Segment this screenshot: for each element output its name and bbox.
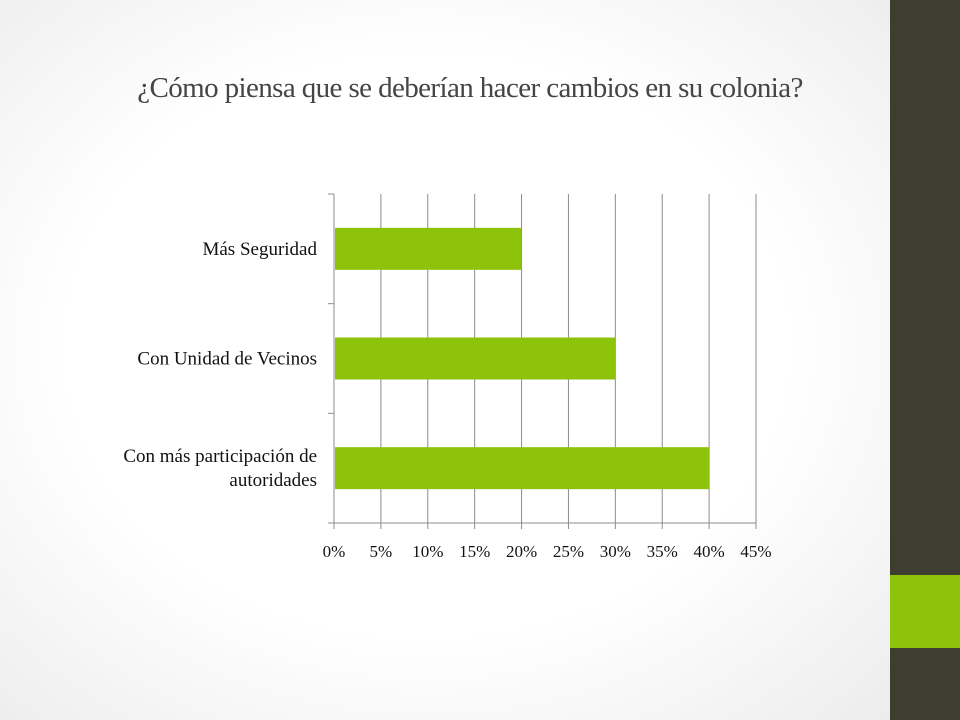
bar [335, 227, 522, 270]
x-tick-label: 0% [323, 542, 346, 561]
sidebar-accent-block [890, 575, 960, 648]
x-tick-label: 5% [370, 542, 393, 561]
x-tick-label: 15% [459, 542, 490, 561]
slide-title: ¿Cómo piensa que se deberían hacer cambi… [137, 72, 803, 104]
x-tick-label: 35% [647, 542, 678, 561]
x-tick-label: 20% [506, 542, 537, 561]
bar [335, 337, 616, 380]
bar-chart: 0% 5% 10% 15% 20% 25% 30% 35% 40% 45% Más Segurida… [123, 193, 772, 561]
x-tick-label: 40% [694, 542, 725, 561]
x-tick-label: 10% [412, 542, 443, 561]
x-tick-label: 45% [740, 542, 771, 561]
chart-svg: 0% 5% 10% 15% 20% 25% 30% 35% 40% 45% Más Segurida… [123, 193, 772, 561]
x-tick-label: 30% [600, 542, 631, 561]
category-label: Con Unidad de Vecinos [137, 349, 317, 370]
category-label: Con más participación de autoridades [123, 446, 317, 491]
x-tick-label: 25% [553, 542, 584, 561]
bar [335, 447, 710, 490]
category-label: Más Seguridad [202, 239, 317, 260]
